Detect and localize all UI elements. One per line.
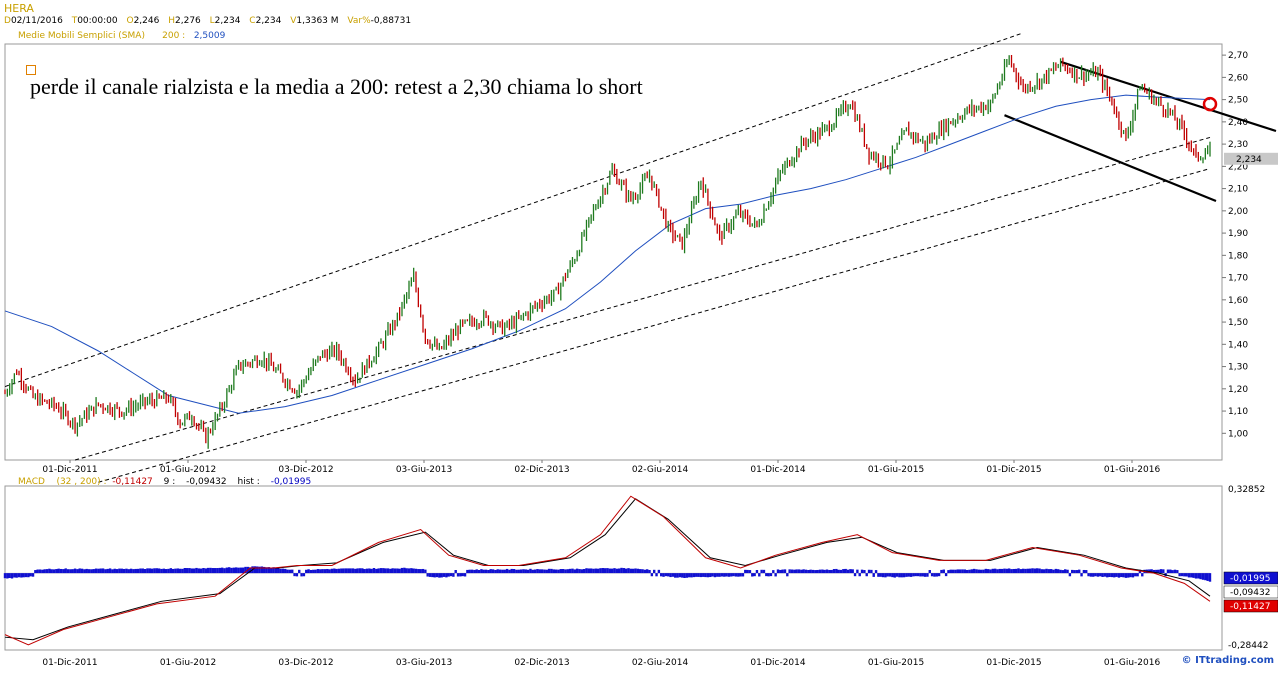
- field-key: V: [290, 16, 297, 26]
- last-price-label: 2,234: [1236, 155, 1262, 165]
- sma200-line: [4, 94, 1211, 414]
- macd-y-tick-label: 0,32852: [1228, 485, 1265, 495]
- channel-upper-line: [4, 32, 1024, 388]
- macd-legend: MACD (32 , 200) : -0,11427 9 : -0,09432 …: [18, 477, 311, 487]
- y-tick-label: 1,70: [1228, 274, 1248, 284]
- x-tick-label: 03-Giu-2013: [396, 658, 452, 668]
- macd-histogram: [3, 566, 1212, 582]
- x-tick-label: 03-Giu-2013: [396, 465, 452, 475]
- x-tick-label: 01-Dic-2011: [42, 465, 97, 475]
- field-key: D: [4, 16, 11, 26]
- bear-channel-bottom-line: [1004, 114, 1217, 203]
- y-tick-label: 2,10: [1228, 185, 1248, 195]
- x-tick-label: 01-Giu-2015: [868, 658, 924, 668]
- x-tick-label: 03-Dic-2012: [278, 658, 333, 668]
- field-key: H: [168, 16, 175, 26]
- annotation-marker-icon: [26, 65, 36, 75]
- y-tick-label: 2,40: [1228, 118, 1248, 128]
- y-tick-label: 2,60: [1228, 73, 1248, 83]
- x-tick-label: 01-Giu-2012: [160, 658, 216, 668]
- field-key: L: [209, 16, 215, 26]
- x-tick-label: 02-Dic-2013: [514, 465, 569, 475]
- sma-label: Medie Mobili Semplici (SMA): [18, 31, 145, 41]
- y-tick-label: 1,10: [1228, 407, 1248, 417]
- y-tick-label: 1,50: [1228, 318, 1248, 328]
- y-tick-label: 1,00: [1228, 429, 1248, 439]
- macd-line: [4, 495, 1211, 646]
- y-tick-label: 2,30: [1228, 140, 1248, 150]
- field-value: 2,246: [133, 16, 160, 26]
- macd-value: -0,11427: [112, 477, 153, 487]
- macd-value-tag: [1223, 599, 1278, 613]
- hist-value: -0,01995: [270, 477, 312, 487]
- x-tick-label: 02-Giu-2014: [632, 658, 689, 668]
- macd-value-tag-label: -0,09432: [1230, 588, 1270, 598]
- bear-channel-top-line: [1060, 60, 1277, 133]
- field-key: O: [126, 16, 134, 26]
- credit-label: © ITtrading.com: [1181, 655, 1274, 666]
- y-tick-label: 1,30: [1228, 363, 1248, 373]
- x-tick-label: 01-Giu-2016: [1104, 658, 1161, 668]
- x-tick-label: 03-Dic-2012: [278, 465, 333, 475]
- macd-label: MACD: [18, 477, 45, 487]
- x-tick-label: 01-Dic-2011: [42, 658, 97, 668]
- y-tick-label: 1,80: [1228, 251, 1248, 261]
- macd-y-tick-label: -0,28442: [1228, 641, 1268, 651]
- field-key: Var%: [347, 16, 371, 26]
- field-value: 2,276: [175, 16, 201, 26]
- signal-label: 9 :: [163, 477, 176, 487]
- field-value: 2,234: [214, 16, 241, 26]
- x-tick-label: 01-Giu-2016: [1104, 465, 1161, 475]
- channel-mid-line: [74, 136, 1211, 461]
- macd-panel-frame: [4, 485, 1223, 651]
- y-tick-label: 1,60: [1228, 296, 1248, 306]
- target-circle-icon: [1202, 96, 1218, 112]
- price-bars: [4, 55, 1211, 449]
- x-tick-label: 01-Giu-2015: [868, 465, 924, 475]
- channel-lower-line: [98, 168, 1211, 483]
- x-tick-label: 01-Dic-2015: [986, 465, 1041, 475]
- x-tick-label: 02-Giu-2014: [632, 465, 689, 475]
- last-price-tag: [1224, 152, 1278, 165]
- macd-value-tag: [1223, 571, 1278, 585]
- signal-value: -0,09432: [186, 477, 227, 487]
- hist-label: hist :: [237, 477, 260, 487]
- sma-value: 2,5009: [193, 31, 226, 41]
- y-tick-label: 2,70: [1228, 51, 1248, 61]
- chart-annotation: perde il canale rialzista e la media a 2…: [30, 74, 643, 99]
- sma-legend: Medie Mobili Semplici (SMA) 200 : 2,5009: [18, 31, 225, 41]
- y-tick-label: 2,20: [1228, 162, 1248, 172]
- field-value: 2,234: [255, 16, 282, 26]
- x-tick-label: 01-Dic-2015: [986, 658, 1041, 668]
- field-value: 02/11/2016: [10, 16, 63, 26]
- y-tick-label: 1,40: [1228, 340, 1248, 350]
- y-tick-label: 2,50: [1228, 96, 1248, 106]
- symbol-title: HERA: [4, 2, 34, 15]
- field-value: 00:00:00: [77, 16, 118, 26]
- macd-value-tag: [1223, 585, 1278, 599]
- field-key: C: [249, 16, 256, 26]
- y-tick-label: 1,20: [1228, 385, 1248, 395]
- sma-period: 200 :: [162, 31, 186, 41]
- x-tick-label: 02-Dic-2013: [514, 658, 569, 668]
- price-panel-frame: [4, 43, 1223, 461]
- y-tick-label: 1,90: [1228, 229, 1248, 239]
- macd-value-tag-label: -0,01995: [1230, 574, 1270, 584]
- macd-value-tag-label: -0,11427: [1230, 602, 1270, 612]
- field-key: T: [71, 16, 78, 26]
- macd-signal-line: [4, 498, 1211, 641]
- x-tick-label: 01-Dic-2014: [750, 658, 806, 668]
- x-tick-label: 01-Giu-2012: [160, 465, 216, 475]
- y-tick-label: 2,00: [1228, 207, 1248, 217]
- macd-params: (32 , 200) :: [56, 477, 107, 487]
- field-value: -0,88731: [370, 16, 412, 26]
- x-tick-label: 01-Dic-2014: [750, 465, 806, 475]
- field-value: 1,3363 M: [296, 16, 339, 26]
- ohlc-header: D02/11/2016 T00:00:00 O2,246 H2,276 L2,2…: [4, 16, 417, 26]
